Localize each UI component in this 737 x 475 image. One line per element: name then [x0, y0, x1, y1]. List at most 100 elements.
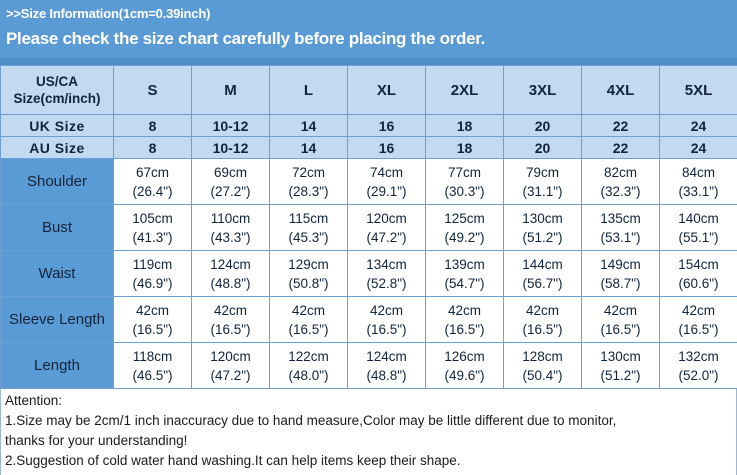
- measurement-inch: (58.7"): [600, 275, 641, 291]
- banner-subtitle: >>Size Information(1cm=0.39inch): [6, 6, 211, 21]
- measurement-cm: 149cm: [600, 256, 641, 272]
- row-label: Waist: [0, 250, 114, 297]
- subheader-value: 24: [659, 136, 737, 159]
- subheader-value: 8: [113, 114, 192, 137]
- measurement-cm: 124cm: [366, 348, 407, 364]
- table-row: Length 118cm (46.5") 120cm (47.2") 122cm (48.0…: [0, 342, 737, 389]
- measurement-inch: (48.8"): [210, 275, 251, 291]
- measurement-inch: (55.1"): [678, 229, 719, 245]
- measurement-cell: 139cm (54.7"): [425, 250, 504, 297]
- measurement-cell: 122cm (48.0"): [269, 342, 348, 389]
- measurement-cm: 42cm: [447, 302, 481, 318]
- measurement-inch: (16.5"): [522, 321, 563, 337]
- measurement-cm: 128cm: [522, 348, 563, 364]
- header-label-line2: Size(cm/inch): [13, 91, 101, 106]
- measurement-cell: 42cm (16.5"): [659, 296, 737, 343]
- measurement-cell: 115cm (45.3"): [269, 204, 348, 251]
- header-size-4xl: 4XL: [581, 65, 660, 115]
- measurement-inch: (54.7"): [444, 275, 485, 291]
- measurement-inch: (41.3"): [132, 229, 173, 245]
- header-size-xl: XL: [347, 65, 426, 115]
- measurement-inch: (52.0"): [678, 367, 719, 383]
- measurement-cm: 130cm: [522, 210, 563, 226]
- header-size-2xl: 2XL: [425, 65, 504, 115]
- subheader-label: AU Size: [0, 136, 114, 159]
- row-label: Sleeve Length: [0, 296, 114, 343]
- subheader-value: 18: [425, 136, 504, 159]
- header-label-line1: US/CA: [35, 74, 78, 89]
- measurement-cm: 129cm: [288, 256, 329, 272]
- measurement-cm: 130cm: [600, 348, 641, 364]
- measurement-cell: 69cm (27.2"): [191, 158, 270, 205]
- table-header-row: US/CA Size(cm/inch) S M L XL 2XL 3XL 4XL 5XL: [0, 65, 737, 115]
- measurement-cm: 115cm: [288, 210, 329, 226]
- measurement-cm: 67cm: [135, 164, 169, 180]
- measurement-inch: (29.1"): [366, 183, 407, 199]
- measurement-inch: (28.3"): [288, 183, 329, 199]
- measurement-inch: (47.2"): [210, 367, 251, 383]
- measurement-cell: 140cm (55.1"): [659, 204, 737, 251]
- measurement-inch: (26.4"): [132, 183, 173, 199]
- table-row: Waist 119cm (46.9") 124cm (48.8") 129cm (50.8"…: [0, 250, 737, 297]
- measurement-inch: (16.5"): [678, 321, 719, 337]
- measurement-cm: 77cm: [447, 164, 481, 180]
- measurement-cell: 67cm (26.4"): [113, 158, 192, 205]
- measurement-inch: (16.5"): [210, 321, 251, 337]
- measurement-inch: (43.3"): [210, 229, 251, 245]
- measurement-inch: (16.5"): [600, 321, 641, 337]
- measurement-cm: 105cm: [132, 210, 173, 226]
- row-label: Bust: [0, 204, 114, 251]
- measurement-cell: 79cm (31.1"): [503, 158, 582, 205]
- header-size-3xl: 3XL: [503, 65, 582, 115]
- subheader-label: UK Size: [0, 114, 114, 137]
- size-information-banner: >>Size Information(1cm=0.39inch) Please …: [0, 0, 737, 58]
- measurement-cell: 129cm (50.8"): [269, 250, 348, 297]
- table-row: Sleeve Length 42cm (16.5") 42cm (16.5") 42cm (…: [0, 296, 737, 343]
- measurement-inch: (52.8"): [366, 275, 407, 291]
- header-label-cell: US/CA Size(cm/inch): [0, 65, 114, 115]
- measurement-inch: (47.2"): [366, 229, 407, 245]
- measurement-inch: (31.1"): [522, 183, 563, 199]
- attention-box: Attention: 1.Size may be 2cm/1 inch inac…: [0, 389, 737, 475]
- subheader-value: 14: [269, 136, 348, 159]
- measurement-cell: 135cm (53.1"): [581, 204, 660, 251]
- measurement-cm: 135cm: [600, 210, 641, 226]
- banner-title: Please check the size chart carefully be…: [6, 29, 486, 48]
- header-size-m: M: [191, 65, 270, 115]
- subheader-value: 20: [503, 114, 582, 137]
- measurement-cell: 42cm (16.5"): [503, 296, 582, 343]
- header-size-5xl: 5XL: [659, 65, 737, 115]
- measurement-cell: 118cm (46.5"): [113, 342, 192, 389]
- measurement-cell: 130cm (51.2"): [503, 204, 582, 251]
- measurement-cm: 122cm: [288, 348, 329, 364]
- subheader-value: 10-12: [191, 136, 270, 159]
- attention-title: Attention:: [5, 393, 63, 408]
- measurement-cm: 132cm: [678, 348, 719, 364]
- measurement-cell: 134cm (52.8"): [347, 250, 426, 297]
- measurement-cm: 42cm: [291, 302, 325, 318]
- measurement-inch: (49.6"): [444, 367, 485, 383]
- measurement-cm: 126cm: [444, 348, 485, 364]
- measurement-cm: 125cm: [444, 210, 485, 226]
- header-size-l: L: [269, 65, 348, 115]
- row-label: Length: [0, 342, 114, 389]
- measurement-inch: (45.3"): [288, 229, 329, 245]
- subheader-value: 16: [347, 114, 426, 137]
- attention-line-2: thanks for your understanding!: [5, 433, 188, 448]
- measurement-inch: (30.3"): [444, 183, 485, 199]
- measurement-inch: (50.4"): [522, 367, 563, 383]
- measurement-cell: 120cm (47.2"): [347, 204, 426, 251]
- measurement-cm: 72cm: [291, 164, 325, 180]
- measurement-inch: (50.8"): [288, 275, 329, 291]
- subheader-value: 24: [659, 114, 737, 137]
- header-size-s: S: [113, 65, 192, 115]
- measurement-cell: 154cm (60.6"): [659, 250, 737, 297]
- subheader-value: 14: [269, 114, 348, 137]
- measurement-inch: (49.2"): [444, 229, 485, 245]
- measurement-cell: 72cm (28.3"): [269, 158, 348, 205]
- attention-line-1: 1.Size may be 2cm/1 inch inaccuracy due …: [5, 413, 617, 428]
- measurement-cm: 42cm: [525, 302, 559, 318]
- measurement-cm: 69cm: [213, 164, 247, 180]
- measurement-cm: 82cm: [603, 164, 637, 180]
